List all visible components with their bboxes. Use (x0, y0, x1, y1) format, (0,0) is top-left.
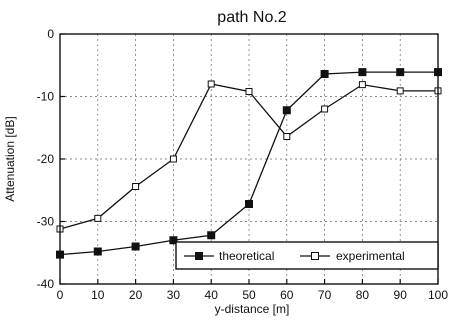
y-tick-label: -30 (37, 215, 55, 229)
x-tick-label: 70 (318, 288, 332, 302)
x-axis-title: y-distance [m] (215, 302, 290, 316)
x-tick-label: 80 (356, 288, 370, 302)
data-point-experimental (358, 81, 366, 89)
data-point-theoretical (207, 231, 216, 240)
data-point-theoretical (282, 106, 291, 115)
data-point-theoretical (93, 247, 102, 256)
legend: theoretical experimental (175, 241, 439, 270)
data-point-theoretical (131, 242, 140, 251)
y-tick-label: 0 (47, 27, 54, 41)
x-tick-label: 60 (280, 288, 294, 302)
legend-label-theoretical: theoretical (219, 249, 274, 263)
legend-marker-theoretical (195, 252, 203, 260)
legend-box (175, 241, 439, 270)
x-tick-label: 100 (428, 288, 448, 302)
x-tick-label: 40 (205, 288, 219, 302)
chart-title: path No.2 (217, 9, 286, 26)
x-tick-label: 10 (91, 288, 105, 302)
y-tick-label: -10 (37, 90, 55, 104)
legend-marker-experimental (311, 252, 319, 260)
x-tick-label: 90 (394, 288, 408, 302)
legend-label-experimental: experimental (336, 249, 405, 263)
x-tick-label: 0 (57, 288, 64, 302)
data-point-experimental (245, 88, 253, 95)
x-tick-label: 20 (129, 288, 143, 302)
y-axis-title: Attenuation [dB] (3, 116, 17, 201)
x-tick-label: 50 (242, 288, 256, 302)
data-point-experimental (94, 214, 102, 222)
x-tick-label: 30 (167, 288, 181, 302)
data-point-experimental (321, 105, 329, 113)
data-point-theoretical (358, 68, 367, 77)
data-point-theoretical (320, 70, 329, 78)
data-point-experimental (396, 87, 404, 95)
y-tick-label: -40 (37, 277, 55, 291)
data-point-experimental (169, 155, 177, 163)
data-point-theoretical (396, 68, 405, 77)
y-tick-label: -20 (37, 152, 55, 166)
axis-ticks: 0 10 20 30 40 50 60 70 80 90 100 0 -10 -20 -30 -40 (37, 27, 449, 302)
data-point-experimental (132, 183, 140, 190)
data-point-experimental (207, 80, 215, 88)
plot-area-frame (59, 33, 439, 285)
data-point-experimental (283, 133, 291, 140)
data-point-theoretical (169, 236, 178, 245)
data-point-theoretical (245, 200, 253, 208)
